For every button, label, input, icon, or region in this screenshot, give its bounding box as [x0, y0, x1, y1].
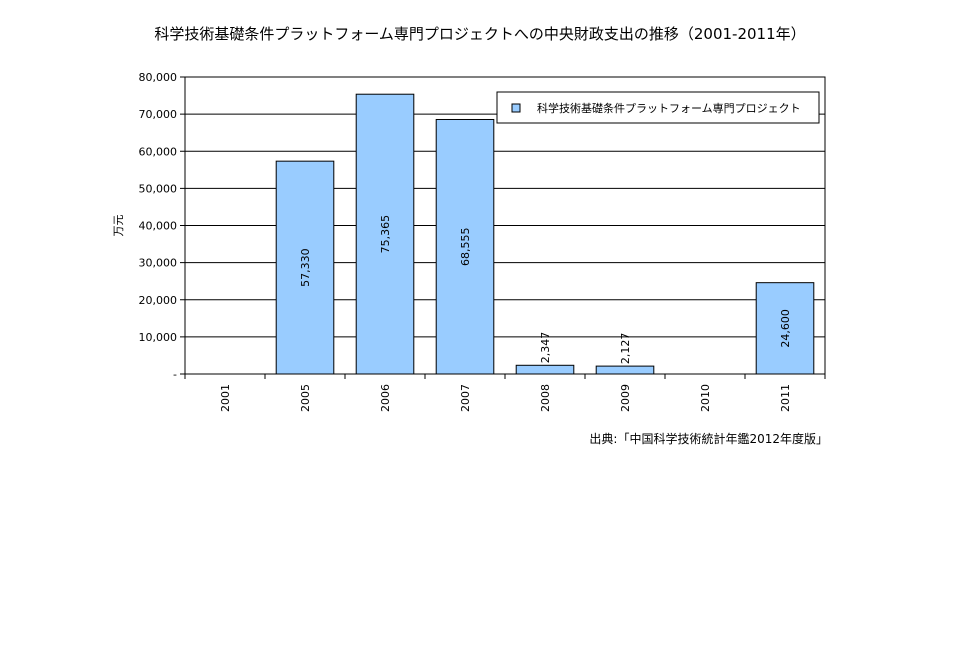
y-tick-label: 50,000	[139, 182, 178, 195]
chart-title: 科学技術基礎条件プラットフォーム専門プロジェクトへの中央財政支出の推移（2001…	[154, 25, 806, 43]
bar	[435, 118, 495, 375]
bar	[275, 160, 335, 375]
y-tick-label: 60,000	[139, 145, 178, 158]
source-note: 出典:「中国科学技術統計年鑑2012年度版」	[589, 432, 828, 446]
bar	[595, 365, 655, 375]
bar	[515, 364, 575, 375]
x-tick-label: 2001	[219, 384, 232, 412]
plot-border	[184, 76, 826, 375]
data-label: 2,347	[539, 332, 552, 364]
data-label: 75,365	[379, 215, 392, 254]
x-tick-label: 2011	[779, 384, 792, 412]
legend-label: 科学技術基礎条件プラットフォーム専門プロジェクト	[537, 101, 801, 115]
y-tick-label: 20,000	[139, 294, 178, 307]
data-label: 2,127	[619, 333, 632, 365]
y-tick-label: 30,000	[139, 257, 178, 270]
bar	[755, 282, 815, 375]
legend-swatch	[511, 103, 521, 113]
y-tick-label: 70,000	[139, 108, 178, 121]
x-tick-label: 2010	[699, 384, 712, 412]
x-tick-label: 2005	[299, 384, 312, 412]
data-label: 24,600	[779, 309, 792, 348]
x-tick-label: 2006	[379, 384, 392, 412]
x-tick-label: 2007	[459, 384, 472, 412]
legend-box	[496, 91, 820, 124]
x-tick-label: 2008	[539, 384, 552, 412]
y-tick-label: 10,000	[139, 331, 178, 344]
y-tick-label: -	[173, 368, 177, 381]
x-tick-label: 2009	[619, 384, 632, 412]
data-label: 68,555	[459, 227, 472, 266]
y-tick-label: 40,000	[139, 220, 178, 233]
data-label: 57,330	[299, 248, 312, 287]
bar	[355, 93, 415, 375]
y-axis-label: 万元	[112, 215, 125, 237]
y-tick-label: 80,000	[139, 71, 178, 84]
